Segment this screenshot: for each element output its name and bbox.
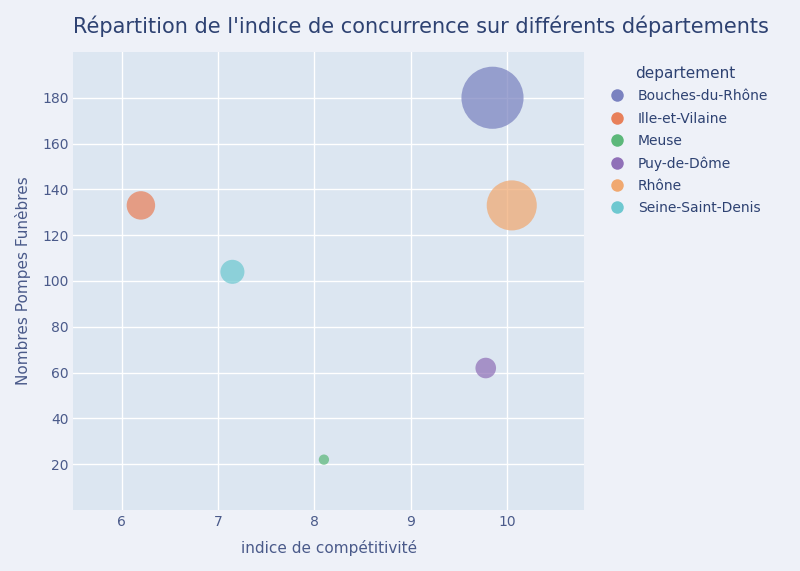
Text: Répartition de l'indice de concurrence sur différents départements: Répartition de l'indice de concurrence s…: [74, 15, 770, 37]
Point: [318, 455, 330, 464]
Point: [479, 364, 492, 373]
Legend: Bouches-du-Rhône, Ille-et-Vilaine, Meuse, Puy-de-Dôme, Rhône, Seine-Saint-Denis: Bouches-du-Rhône, Ille-et-Vilaine, Meuse…: [596, 59, 775, 222]
Point: [486, 93, 499, 102]
Point: [506, 201, 518, 210]
X-axis label: indice de compétitivité: indice de compétitivité: [241, 540, 417, 556]
Y-axis label: Nombres Pompes Funèbres: Nombres Pompes Funèbres: [15, 176, 31, 385]
Point: [226, 267, 239, 276]
Point: [134, 201, 147, 210]
